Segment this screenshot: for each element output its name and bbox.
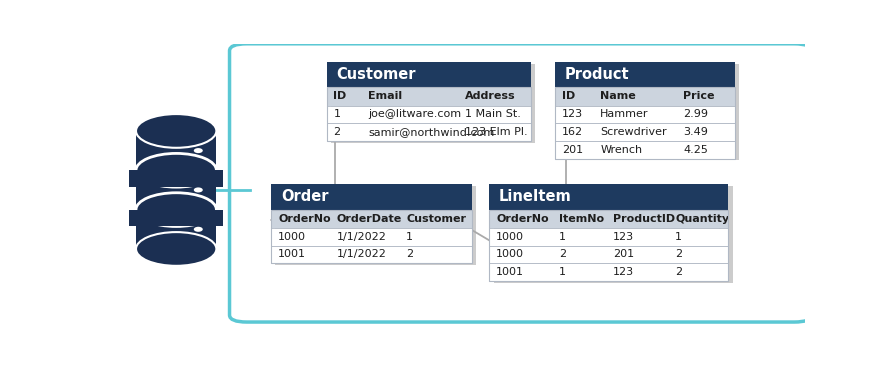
FancyBboxPatch shape (326, 123, 531, 141)
Text: Customer: Customer (406, 214, 466, 224)
FancyBboxPatch shape (271, 184, 472, 210)
Ellipse shape (194, 227, 203, 232)
Text: 1000: 1000 (496, 249, 524, 260)
FancyBboxPatch shape (331, 64, 536, 143)
Polygon shape (136, 131, 216, 249)
FancyBboxPatch shape (555, 141, 735, 159)
Text: 162: 162 (562, 127, 583, 137)
FancyBboxPatch shape (326, 105, 531, 123)
Ellipse shape (194, 187, 203, 192)
Text: Product: Product (565, 67, 629, 82)
Text: ProductID: ProductID (612, 214, 675, 224)
Text: 123 Elm Pl.: 123 Elm Pl. (465, 127, 527, 137)
Text: Screwdriver: Screwdriver (600, 127, 667, 137)
Text: ID: ID (562, 92, 576, 101)
FancyBboxPatch shape (555, 87, 735, 105)
FancyBboxPatch shape (271, 228, 472, 246)
Text: 1: 1 (333, 110, 341, 119)
Text: 1 Main St.: 1 Main St. (465, 110, 521, 119)
Text: 2: 2 (675, 267, 682, 277)
Text: 2: 2 (675, 249, 682, 260)
FancyBboxPatch shape (555, 105, 735, 123)
FancyBboxPatch shape (489, 228, 729, 246)
FancyBboxPatch shape (489, 246, 729, 263)
Text: Name: Name (600, 92, 636, 101)
Text: 1: 1 (406, 232, 413, 242)
FancyBboxPatch shape (560, 64, 739, 161)
Text: ID: ID (333, 92, 347, 101)
Polygon shape (129, 210, 224, 226)
Text: 2: 2 (333, 127, 341, 137)
Ellipse shape (194, 148, 203, 153)
Text: 1001: 1001 (278, 249, 306, 260)
Text: Price: Price (683, 92, 715, 101)
FancyBboxPatch shape (555, 123, 735, 141)
Text: ItemNo: ItemNo (559, 214, 603, 224)
FancyBboxPatch shape (275, 186, 477, 265)
Text: 1001: 1001 (496, 267, 524, 277)
FancyBboxPatch shape (489, 210, 729, 228)
Text: 1/1/2022: 1/1/2022 (337, 232, 387, 242)
Text: Address: Address (465, 92, 516, 101)
Text: Customer: Customer (336, 67, 416, 82)
FancyBboxPatch shape (271, 210, 472, 228)
Text: 123: 123 (612, 232, 634, 242)
Ellipse shape (136, 232, 216, 266)
Text: joe@litware.com: joe@litware.com (368, 110, 461, 119)
Text: 1000: 1000 (278, 232, 306, 242)
FancyBboxPatch shape (230, 44, 812, 322)
Text: OrderNo: OrderNo (496, 214, 549, 224)
FancyBboxPatch shape (489, 263, 729, 281)
Text: OrderNo: OrderNo (278, 214, 331, 224)
Ellipse shape (136, 114, 216, 148)
Polygon shape (129, 170, 224, 187)
Text: Order: Order (281, 189, 328, 204)
Text: 201: 201 (612, 249, 634, 260)
Text: LineItem: LineItem (499, 189, 572, 204)
Text: 4.25: 4.25 (683, 145, 708, 155)
FancyBboxPatch shape (271, 246, 472, 263)
FancyBboxPatch shape (493, 186, 732, 283)
Text: OrderDate: OrderDate (337, 214, 402, 224)
Text: 1: 1 (675, 232, 682, 242)
Text: 2.99: 2.99 (683, 110, 708, 119)
FancyBboxPatch shape (489, 184, 729, 210)
Text: 1: 1 (559, 232, 566, 242)
FancyBboxPatch shape (326, 62, 531, 87)
Text: 201: 201 (562, 145, 583, 155)
FancyBboxPatch shape (326, 87, 531, 105)
Text: 2: 2 (559, 249, 566, 260)
Text: samir@northwind.com: samir@northwind.com (368, 127, 494, 137)
Text: 1/1/2022: 1/1/2022 (337, 249, 387, 260)
Text: 3.49: 3.49 (683, 127, 708, 137)
Text: Wrench: Wrench (600, 145, 642, 155)
Text: 123: 123 (562, 110, 583, 119)
Text: 123: 123 (612, 267, 634, 277)
Text: Email: Email (368, 92, 402, 101)
Text: 1000: 1000 (496, 232, 524, 242)
Text: Quantity: Quantity (675, 214, 730, 224)
FancyBboxPatch shape (555, 62, 735, 87)
Text: Hammer: Hammer (600, 110, 649, 119)
Text: 1: 1 (559, 267, 566, 277)
Text: 2: 2 (406, 249, 413, 260)
